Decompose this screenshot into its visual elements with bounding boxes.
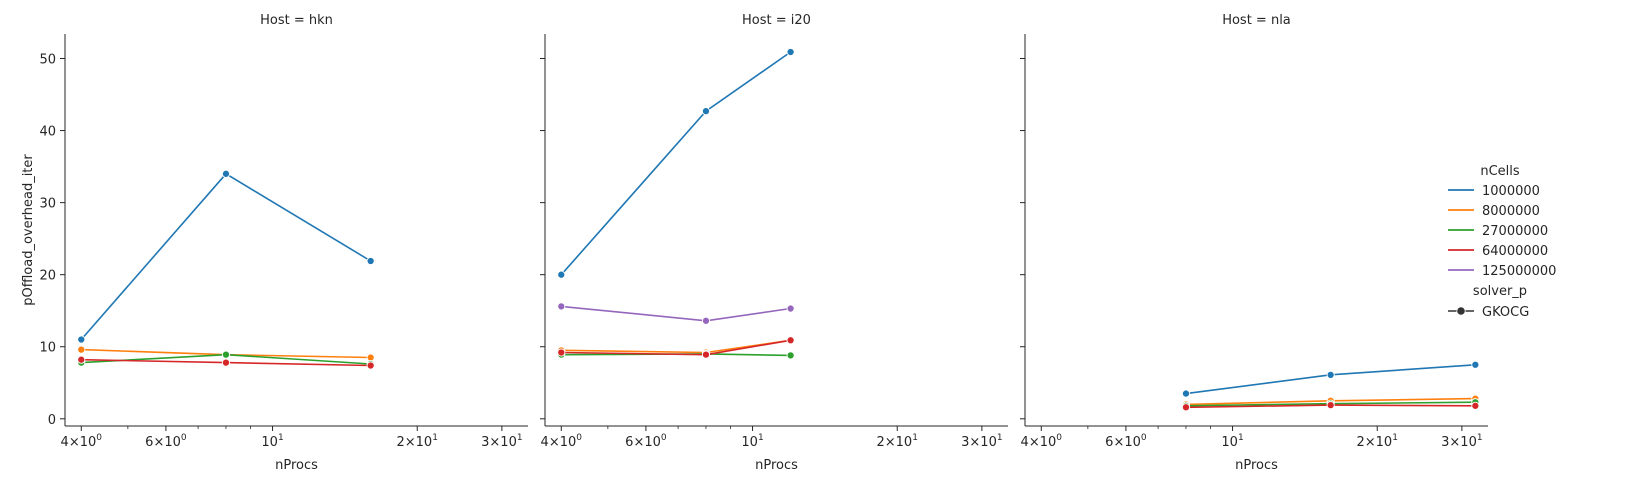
y-tick-label: 30 [39, 197, 56, 212]
data-point-27000000 [786, 351, 795, 360]
panel-title: Host = nla [1222, 13, 1291, 28]
x-tick-label: 101 [1221, 433, 1243, 450]
data-point-1000000 [557, 270, 566, 279]
data-point-27000000 [221, 350, 231, 359]
y-tick-label: 50 [39, 53, 56, 68]
panel-3: Host = nla 4×100 6×100 101 2×101 3×101 nProcs [1020, 13, 1488, 473]
x-tick-label: 6×100 [145, 433, 187, 450]
x-axis-title: nProcs [275, 458, 318, 473]
legend-label: GKOCG [1482, 305, 1529, 320]
x-tick-label: 6×100 [1105, 433, 1147, 450]
data-point-64000000 [366, 361, 375, 370]
legend-label: 8000000 [1482, 204, 1540, 219]
y-tick-label: 40 [39, 125, 56, 140]
panel-title: Host = hkn [260, 13, 333, 28]
series-line-1000000 [1185, 364, 1476, 395]
y-tick-label: 10 [39, 341, 56, 356]
legend-style-title: solver_p [1473, 284, 1527, 299]
legend-label: 125000000 [1482, 264, 1556, 279]
y-tick-label: 20 [39, 269, 56, 284]
data-point-64000000 [786, 336, 795, 345]
data-point-64000000 [1326, 401, 1335, 410]
x-tick-label: 3×101 [481, 433, 522, 450]
x-tick-label: 4×100 [541, 433, 583, 450]
x-tick-label: 2×101 [397, 433, 438, 450]
y-axis-title: pOffload_overhead_iter [21, 154, 36, 306]
series-line-1000000 [80, 172, 372, 341]
legend-label: 64000000 [1482, 244, 1548, 259]
data-point-64000000 [557, 348, 566, 357]
data-point-8000000 [77, 345, 86, 354]
data-point-1000000 [77, 335, 86, 344]
x-tick-label: 3×101 [961, 433, 1002, 450]
data-point-125000000 [557, 302, 566, 311]
x-tick-label: 6×100 [625, 433, 667, 450]
data-point-64000000 [221, 358, 231, 367]
data-point-1000000 [366, 256, 375, 266]
data-point-1000000 [1471, 360, 1480, 369]
data-point-1000000 [221, 169, 231, 178]
data-point-64000000 [77, 355, 86, 364]
panel-1: Host = hkn 0 10 20 30 40 50 4×100 6×100 101 2×101 3… [39, 13, 528, 473]
panel-2: Host = i20 4×100 6×100 101 2×101 3×101 nProcs [540, 13, 1008, 473]
x-axis-title: nProcs [1235, 458, 1278, 473]
x-tick-label: 3×101 [1441, 433, 1482, 450]
data-point-64000000 [701, 350, 711, 359]
data-point-125000000 [786, 304, 795, 313]
legend: nCells 1000000 8000000 27000000 64000000 1250… [1448, 164, 1556, 320]
data-point-125000000 [701, 316, 711, 325]
data-point-1000000 [1326, 370, 1335, 379]
data-point-1000000 [1181, 389, 1191, 398]
legend-label: 1000000 [1482, 184, 1540, 199]
data-point-64000000 [1181, 403, 1191, 412]
x-tick-label: 4×100 [61, 433, 103, 450]
x-axis-title: nProcs [755, 458, 798, 473]
panel-title: Host = i20 [742, 13, 811, 28]
series-line-125000000 [561, 305, 791, 322]
legend-style-marker [1456, 306, 1466, 316]
x-tick-label: 101 [261, 433, 283, 450]
legend-label: 27000000 [1482, 224, 1548, 239]
x-tick-label: 101 [741, 433, 763, 450]
series-line-1000000 [560, 51, 792, 276]
legend-hue-title: nCells [1480, 164, 1520, 179]
y-tick-label: 0 [48, 413, 56, 428]
x-tick-label: 2×101 [1357, 433, 1398, 450]
x-tick-label: 4×100 [1021, 433, 1063, 450]
data-point-1000000 [701, 107, 711, 116]
data-point-64000000 [1471, 401, 1480, 410]
x-tick-label: 2×101 [877, 433, 918, 450]
data-point-1000000 [786, 47, 795, 57]
